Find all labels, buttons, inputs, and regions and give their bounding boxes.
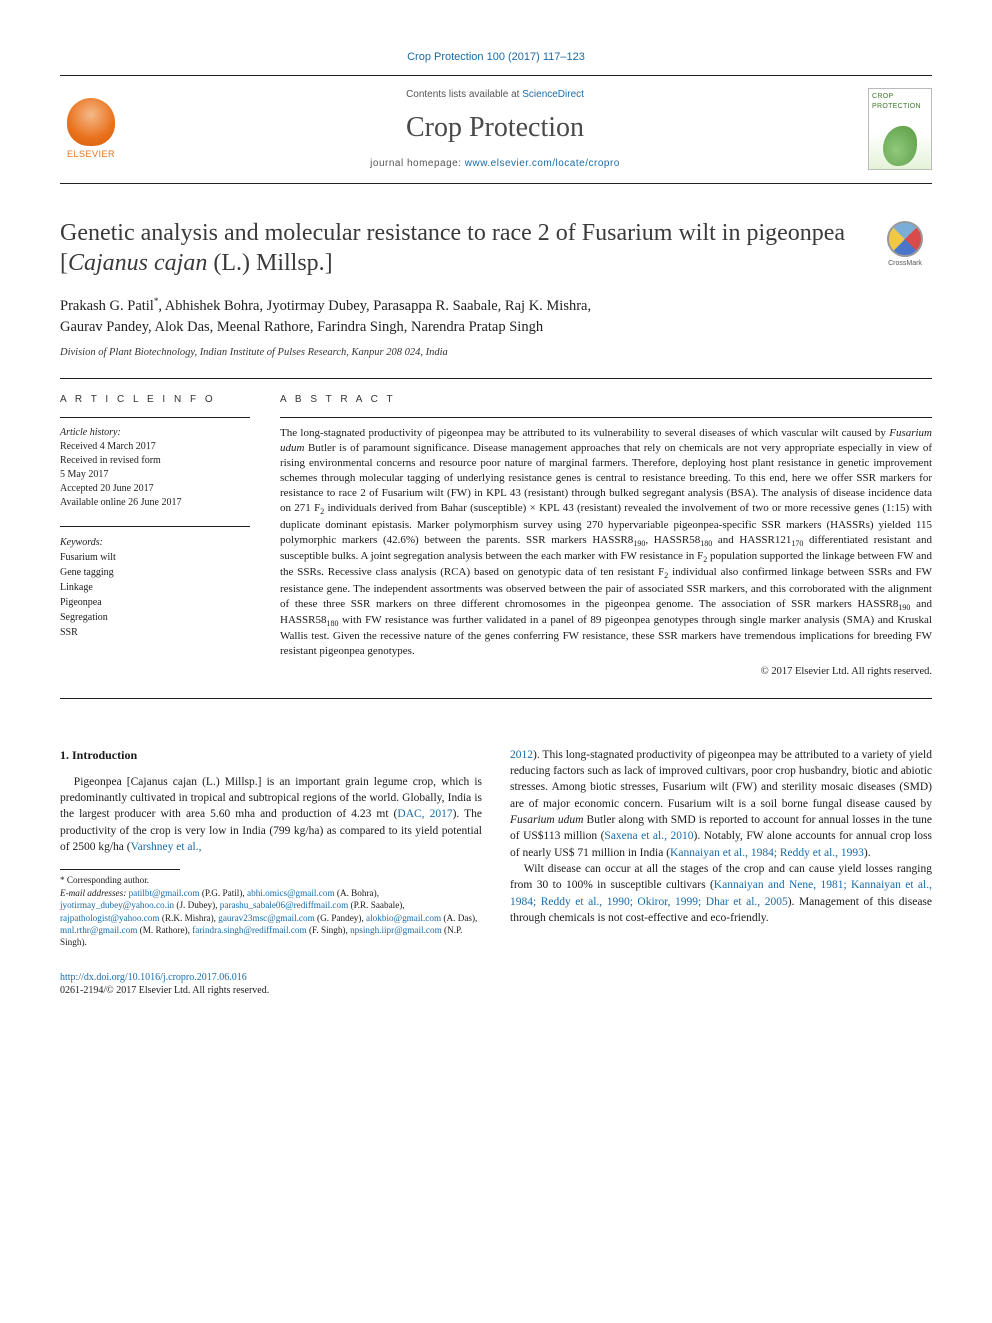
- running-head: Crop Protection 100 (2017) 117–123: [60, 50, 932, 65]
- email-link[interactable]: rajpathologist@yahoo.com: [60, 913, 160, 923]
- doi-link[interactable]: http://dx.doi.org/10.1016/j.cropro.2017.…: [60, 971, 932, 985]
- citation-link[interactable]: 2012: [510, 749, 533, 761]
- header-rule: [60, 378, 932, 379]
- homepage-url[interactable]: www.elsevier.com/locate/cropro: [465, 158, 620, 169]
- abstract-bottom-rule: [60, 698, 932, 699]
- email-link[interactable]: alokbio@gmail.com: [366, 913, 441, 923]
- article-info-col: A R T I C L E I N F O Article history: R…: [60, 393, 250, 680]
- section-heading-1: 1. Introduction: [60, 747, 482, 764]
- contents-line: Contents lists available at ScienceDirec…: [136, 88, 854, 102]
- info-abstract-row: A R T I C L E I N F O Article history: R…: [60, 393, 932, 680]
- email-link[interactable]: parashu_sabale06@rediffmail.com: [220, 900, 348, 910]
- keywords-block: Keywords: Fusarium wilt Gene tagging Lin…: [60, 526, 250, 640]
- history-revised-1: Received in revised form: [60, 455, 161, 466]
- footnotes: * Corresponding author. E-mail addresses…: [60, 874, 482, 949]
- history-received: Received 4 March 2017: [60, 441, 156, 452]
- keyword: Fusarium wilt: [60, 552, 116, 563]
- issn-copyright: 0261-2194/© 2017 Elsevier Ltd. All right…: [60, 984, 932, 998]
- email-link[interactable]: patilbt@gmail.com: [129, 888, 200, 898]
- col2-paragraph-2: Wilt disease can occur at all the stages…: [510, 861, 932, 926]
- email-who: (G. Pandey),: [317, 913, 364, 923]
- citation-link[interactable]: Kannaiyan et al., 1984; Reddy et al., 19…: [670, 847, 864, 859]
- authors-line-2: Gaurav Pandey, Alok Das, Meenal Rathore,…: [60, 317, 932, 338]
- email-who: (P.G. Patil),: [202, 888, 245, 898]
- email-who: (A. Bohra),: [337, 888, 379, 898]
- keyword: Linkage: [60, 582, 93, 593]
- contents-prefix: Contents lists available at: [406, 89, 522, 100]
- doi-block: http://dx.doi.org/10.1016/j.cropro.2017.…: [60, 971, 932, 998]
- email-who: (J. Dubey),: [176, 900, 217, 910]
- crossmark-badge[interactable]: CrossMark: [878, 218, 932, 272]
- journal-name: Crop Protection: [136, 109, 854, 147]
- abstract-text: The long-stagnated productivity of pigeo…: [280, 417, 932, 660]
- keyword: Segregation: [60, 612, 108, 623]
- abstract-label: A B S T R A C T: [280, 393, 932, 407]
- email-link[interactable]: gaurav23msc@gmail.com: [218, 913, 314, 923]
- email-link[interactable]: mnl.rthr@gmail.com: [60, 925, 137, 935]
- keyword: Gene tagging: [60, 567, 114, 578]
- history-revised-2: 5 May 2017: [60, 469, 108, 480]
- keyword: Pigeonpea: [60, 597, 102, 608]
- email-who: (R.K. Mishra),: [162, 913, 216, 923]
- body-text: ).: [864, 847, 871, 859]
- email-link[interactable]: abhi.omics@gmail.com: [247, 888, 335, 898]
- email-link[interactable]: farindra.singh@rediffmail.com: [192, 925, 306, 935]
- article-history: Article history: Received 4 March 2017 R…: [60, 417, 250, 510]
- homepage-line: journal homepage: www.elsevier.com/locat…: [136, 157, 854, 171]
- citation-link[interactable]: DAC, 2017: [397, 808, 452, 820]
- keywords-heading: Keywords:: [60, 537, 103, 548]
- affiliation: Division of Plant Biotechnology, Indian …: [60, 346, 932, 360]
- citation-link[interactable]: Saxena et al., 2010: [604, 830, 693, 842]
- authors-line-1: Prakash G. Patil*, Abhishek Bohra, Jyoti…: [60, 295, 932, 317]
- history-heading: Article history:: [60, 427, 121, 438]
- journal-header: ELSEVIER Contents lists available at Sci…: [60, 75, 932, 184]
- corresponding-author: * Corresponding author.: [60, 874, 482, 886]
- crossmark-label: CrossMark: [888, 259, 922, 268]
- page-root: Crop Protection 100 (2017) 117–123 ELSEV…: [0, 0, 992, 1038]
- article-title: Genetic analysis and molecular resistanc…: [60, 218, 860, 279]
- body-columns: 1. Introduction Pigeonpea [Cajanus cajan…: [60, 747, 932, 949]
- intro-paragraph-1: Pigeonpea [Cajanus cajan (L.) Millsp.] i…: [60, 774, 482, 856]
- elsevier-wordmark: ELSEVIER: [67, 148, 115, 160]
- keyword: SSR: [60, 627, 78, 638]
- email-addresses: E-mail addresses: patilbt@gmail.com (P.G…: [60, 887, 482, 949]
- title-block: Genetic analysis and molecular resistanc…: [60, 218, 932, 279]
- cover-leaf-icon: [883, 126, 917, 166]
- email-who: (P.R. Saabale),: [351, 900, 405, 910]
- sciencedirect-link[interactable]: ScienceDirect: [522, 89, 584, 100]
- citation-link[interactable]: Varshney et al.,: [131, 841, 202, 853]
- footnote-rule: [60, 869, 180, 870]
- email-who: (F. Singh),: [309, 925, 348, 935]
- history-accepted: Accepted 20 June 2017: [60, 483, 154, 494]
- email-link[interactable]: npsingh.iipr@gmail.com: [350, 925, 442, 935]
- cover-title: CROP PROTECTION: [872, 92, 928, 111]
- col2-paragraph-1: 2012). This long-stagnated productivity …: [510, 747, 932, 861]
- abstract-col: A B S T R A C T The long-stagnated produ…: [280, 393, 932, 680]
- elsevier-tree-icon: [67, 98, 115, 146]
- header-center: Contents lists available at ScienceDirec…: [136, 88, 854, 171]
- author-list: Prakash G. Patil*, Abhishek Bohra, Jyoti…: [60, 295, 932, 338]
- copyright-line: © 2017 Elsevier Ltd. All rights reserved…: [280, 665, 932, 679]
- email-link[interactable]: jyotirmay_dubey@yahoo.co.in: [60, 900, 174, 910]
- email-who: (A. Das),: [443, 913, 477, 923]
- body-text: ). This long-stagnated productivity of p…: [510, 749, 932, 843]
- title-text-main: Genetic analysis and molecular resistanc…: [60, 220, 845, 277]
- email-who: (M. Rathore),: [140, 925, 190, 935]
- email-label: E-mail addresses:: [60, 888, 126, 898]
- elsevier-logo: ELSEVIER: [60, 94, 122, 164]
- history-online: Available online 26 June 2017: [60, 497, 181, 508]
- article-info-label: A R T I C L E I N F O: [60, 393, 250, 407]
- crossmark-icon: [880, 213, 931, 264]
- homepage-prefix: journal homepage:: [370, 158, 465, 169]
- journal-cover-thumb: CROP PROTECTION: [868, 88, 932, 170]
